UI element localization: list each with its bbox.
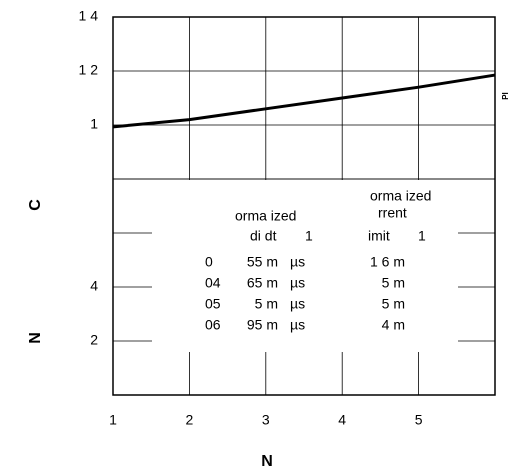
table-header: orma ized	[235, 208, 296, 224]
y-tick-label: 1 4	[79, 8, 99, 24]
table-cell: µs	[290, 296, 305, 312]
y-tick-label: 4	[90, 278, 98, 294]
x-tick-label: 1	[109, 412, 117, 428]
table-cell: 1 6 m	[370, 254, 405, 270]
table-header: orma ized	[370, 188, 431, 204]
table-header: rrent	[378, 205, 407, 221]
table-cell: 95 m	[247, 317, 278, 333]
table-cell: 05	[205, 296, 221, 312]
y-axis-label: N	[27, 332, 44, 344]
table-header: di dt	[250, 228, 277, 244]
table-header: 1	[305, 228, 313, 244]
annotation-box	[152, 180, 458, 352]
table-cell: 5 m	[382, 275, 405, 291]
table-cell: µs	[290, 254, 305, 270]
plot-frame	[112, 16, 496, 396]
table-cell: 0	[205, 254, 213, 270]
y-tick-label: 1 2	[79, 62, 99, 78]
table-cell: µs	[290, 275, 305, 291]
table-cell: µs	[290, 317, 305, 333]
x-tick-label: 2	[186, 412, 194, 428]
x-tick-label: 5	[415, 412, 423, 428]
x-tick-label: 4	[338, 412, 346, 428]
table-cell: 5 m	[255, 296, 278, 312]
y-tick-label: 1	[90, 116, 98, 132]
table-cell: 65 m	[247, 275, 278, 291]
x-axis-label: N	[261, 453, 273, 470]
table-cell: 5 m	[382, 296, 405, 312]
y-axis-label: C	[27, 199, 44, 211]
x-tick-label: 3	[262, 412, 270, 428]
table-header: 1	[418, 228, 426, 244]
table-cell: 04	[205, 275, 221, 291]
table-cell: 55 m	[247, 254, 278, 270]
table-cell: 06	[205, 317, 221, 333]
table-header: imit	[368, 228, 390, 244]
right-label: PI	[501, 92, 510, 100]
y-tick-label: 2	[90, 332, 98, 348]
data-line	[112, 73, 496, 129]
table-cell: 4 m	[382, 317, 405, 333]
